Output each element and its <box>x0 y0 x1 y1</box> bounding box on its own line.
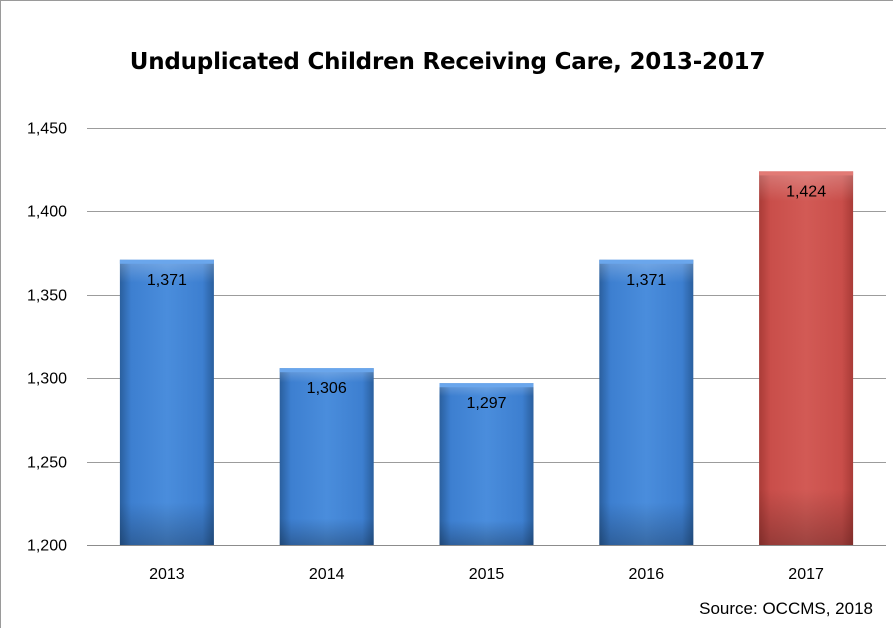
y-axis-ticks: 1,200 1,250 1,300 1,350 1,400 1,450 <box>27 121 67 555</box>
bar-value-label: 1,371 <box>626 272 666 289</box>
bar-2013 <box>119 259 214 545</box>
bar-value-label: 1,297 <box>466 395 506 412</box>
x-tick-label: 2017 <box>788 566 824 583</box>
value-labels: 1,371 1,306 1,297 1,371 1,424 <box>147 183 826 412</box>
x-tick-label: 2016 <box>629 566 665 583</box>
bar-shade <box>279 368 374 545</box>
bar-2017 <box>759 171 854 546</box>
bar-value-label: 1,371 <box>147 272 187 289</box>
chart-title: Unduplicated Children Receiving Care, 20… <box>129 49 766 75</box>
bar-top-highlight <box>439 383 534 388</box>
y-tick-label: 1,450 <box>27 121 67 138</box>
bar-shade <box>119 259 214 545</box>
bar-top-highlight <box>759 171 854 176</box>
source-note: Source: OCCMS, 2018 <box>699 599 873 618</box>
bar-shade <box>759 171 854 546</box>
x-tick-label: 2014 <box>309 566 345 583</box>
x-tick-label: 2013 <box>149 566 185 583</box>
bar-top-highlight <box>279 368 374 373</box>
bar-value-label: 1,306 <box>307 380 347 397</box>
x-axis-ticks: 2013 2014 2015 2016 2017 <box>149 566 824 583</box>
y-tick-label: 1,250 <box>27 455 67 472</box>
y-tick-label: 1,300 <box>27 371 67 388</box>
y-tick-label: 1,350 <box>27 288 67 305</box>
bar-shade <box>599 259 694 545</box>
bar-2014 <box>279 368 374 545</box>
bar-value-label: 1,424 <box>786 183 826 200</box>
bar-shade <box>439 383 534 545</box>
bar-2016 <box>599 259 694 545</box>
x-tick-label: 2015 <box>469 566 505 583</box>
y-tick-label: 1,400 <box>27 204 67 221</box>
bars <box>119 171 854 546</box>
bar-top-highlight <box>119 259 214 264</box>
y-tick-label: 1,200 <box>27 538 67 555</box>
bar-2015 <box>439 383 534 545</box>
bar-top-highlight <box>599 259 694 264</box>
